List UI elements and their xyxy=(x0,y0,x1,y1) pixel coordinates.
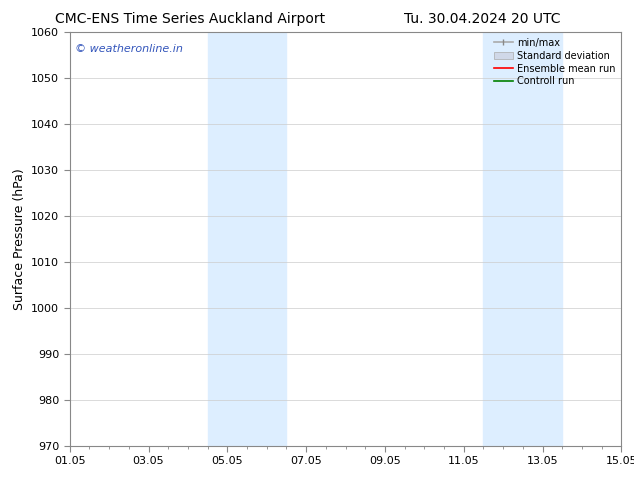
Text: © weatheronline.in: © weatheronline.in xyxy=(75,44,183,54)
Text: CMC-ENS Time Series Auckland Airport: CMC-ENS Time Series Auckland Airport xyxy=(55,12,325,26)
Bar xyxy=(207,32,287,446)
Bar xyxy=(483,32,562,446)
Text: Tu. 30.04.2024 20 UTC: Tu. 30.04.2024 20 UTC xyxy=(404,12,560,26)
Y-axis label: Surface Pressure (hPa): Surface Pressure (hPa) xyxy=(13,168,25,310)
Legend: min/max, Standard deviation, Ensemble mean run, Controll run: min/max, Standard deviation, Ensemble me… xyxy=(489,34,619,90)
